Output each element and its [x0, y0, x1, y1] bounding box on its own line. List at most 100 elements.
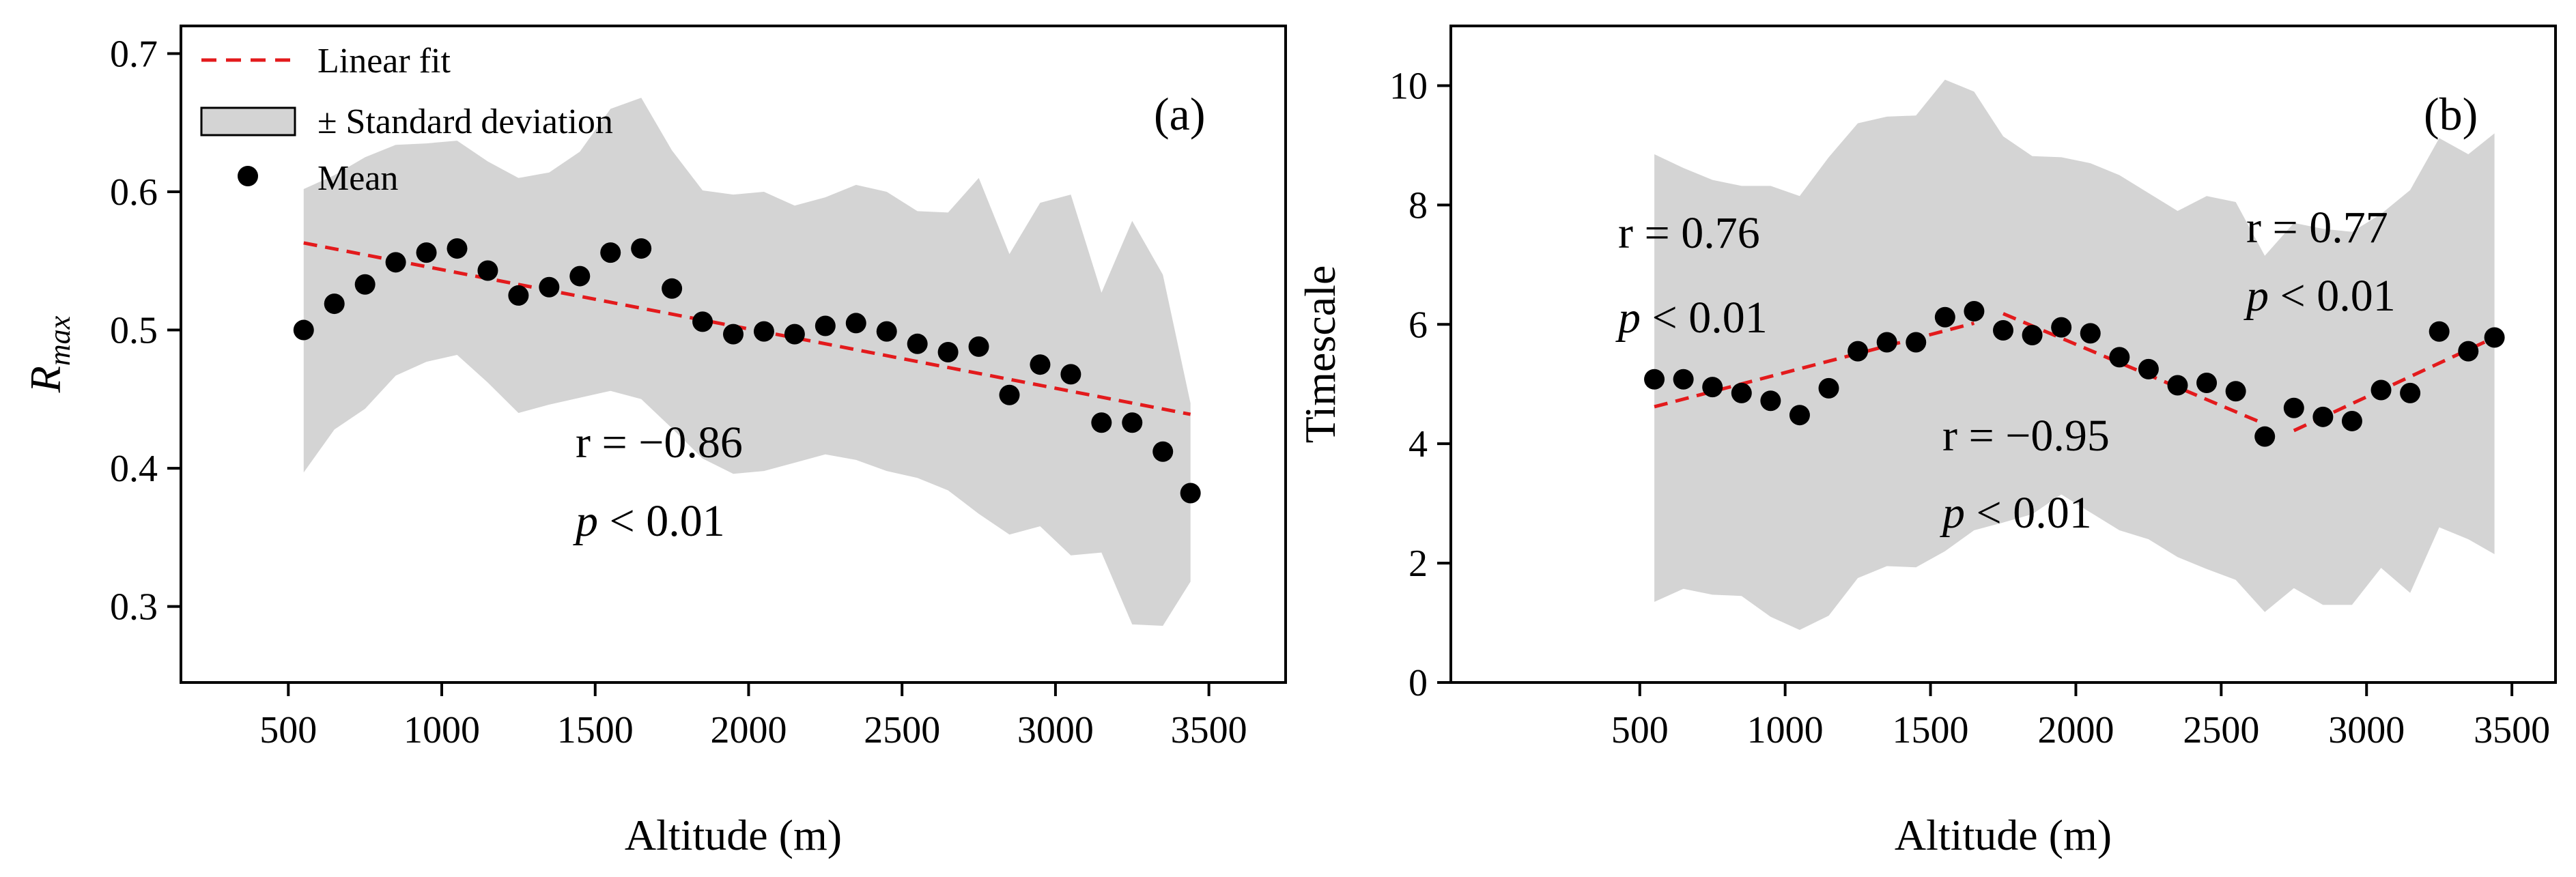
- a-mean-point: [1122, 412, 1143, 433]
- a-p-value: p < 0.01: [573, 496, 725, 546]
- a-x-tick-label: 3000: [1017, 709, 1094, 751]
- a-panel-label: (a): [1154, 88, 1205, 140]
- a-mean-point: [1152, 441, 1174, 462]
- a-y-axis-title-main: R: [21, 366, 70, 393]
- b-mean-point: [2138, 358, 2159, 379]
- b-p-symbol-1: p: [1615, 293, 1641, 343]
- b-r-value-2: r = −0.95: [1942, 411, 2110, 461]
- b-mean-point: [2312, 406, 2334, 427]
- b-mean-points: [1644, 301, 2505, 447]
- b-mean-point: [2341, 410, 2362, 431]
- a-mean-point: [354, 274, 376, 295]
- b-p-rest-1: < 0.01: [1641, 293, 1768, 343]
- b-p-rest-2: < 0.01: [1965, 488, 2092, 538]
- a-x-tick-label: 2500: [864, 709, 940, 751]
- a-mean-point: [784, 324, 805, 345]
- a-y-tick-label: 0.4: [110, 448, 158, 490]
- b-y-tick-label: 2: [1409, 543, 1428, 585]
- b-mean-point: [1906, 332, 1927, 353]
- a-y-axis-title-sub: max: [43, 315, 76, 366]
- b-mean-point: [2167, 375, 2188, 396]
- b-x-tick-label: 3000: [2328, 709, 2405, 751]
- b-y-axis-title: Timescale: [1296, 265, 1344, 444]
- b-mean-point: [2196, 372, 2218, 393]
- b-mean-point: [2254, 426, 2276, 447]
- a-mean-point: [293, 319, 314, 341]
- b-mean-point: [2484, 327, 2505, 348]
- a-y-tick-label: 0.7: [110, 33, 158, 76]
- a-mean-point: [876, 321, 897, 342]
- a-x-tick-label: 3500: [1171, 709, 1247, 751]
- a-mean-point: [753, 321, 774, 342]
- b-mean-point: [2370, 379, 2392, 401]
- b-mean-point: [2080, 323, 2101, 344]
- b-x-tick-label: 500: [1611, 709, 1669, 751]
- a-mean-point: [815, 315, 836, 336]
- a-x-axis-title: Altitude (m): [625, 811, 842, 859]
- a-x-tick-label: 1000: [404, 709, 480, 751]
- a-mean-point: [631, 238, 652, 259]
- legend-mean-swatch: [238, 166, 258, 186]
- a-x-tick-label: 2000: [710, 709, 787, 751]
- a-y-tick-label: 0.5: [110, 310, 158, 352]
- a-x-tick-label: 1500: [557, 709, 634, 751]
- b-mean-point: [1876, 332, 1897, 353]
- b-panel-label: (b): [2424, 88, 2478, 140]
- a-p-rest: < 0.01: [598, 496, 725, 546]
- a-fit-layer: [303, 241, 1191, 416]
- b-p-value-1: p < 0.01: [1615, 293, 1768, 343]
- b-mean-point: [2109, 347, 2130, 368]
- a-mean-point: [416, 242, 437, 263]
- b-r-value-3: r = 0.77: [2246, 203, 2388, 253]
- a-mean-point: [937, 341, 959, 362]
- a-mean-point: [1091, 412, 1112, 433]
- b-p-symbol-3: p: [2244, 271, 2269, 321]
- a-mean-point: [968, 336, 989, 357]
- b-sd-band-layer: [1654, 79, 2495, 630]
- b-mean-point: [1848, 341, 1869, 362]
- b-y-tick-label: 8: [1409, 184, 1428, 227]
- a-legend: Linear fit ± Standard deviation Mean: [200, 42, 613, 198]
- legend-sd-label: ± Standard deviation: [317, 102, 613, 141]
- a-mean-point: [723, 324, 744, 345]
- b-mean-point: [1934, 306, 1955, 328]
- a-mean-point: [477, 260, 498, 281]
- b-y-tick-label: 0: [1409, 662, 1428, 704]
- legend-sd-swatch: [200, 106, 296, 136]
- b-x-tick-label: 2500: [2183, 709, 2259, 751]
- a-mean-point: [1060, 364, 1081, 385]
- b-plot-frame: [1449, 25, 2557, 684]
- b-y-tick-label: 10: [1389, 65, 1428, 107]
- b-y-tick-label: 6: [1409, 304, 1428, 346]
- b-x-tick-label: 1500: [1893, 709, 1969, 751]
- legend-mean-label: Mean: [317, 159, 398, 198]
- a-r-value: r = −0.86: [576, 418, 743, 468]
- a-mean-point: [324, 293, 345, 315]
- a-mean-point: [539, 276, 560, 298]
- a-sd-band: [303, 98, 1191, 627]
- b-x-tick-label: 3500: [2474, 709, 2550, 751]
- b-x-tick-label: 1000: [1747, 709, 1824, 751]
- b-mean-point: [1964, 301, 1985, 322]
- b-mean-point: [2458, 341, 2479, 362]
- a-mean-point: [1180, 483, 1201, 504]
- b-mean-point: [1731, 382, 1752, 403]
- a-mean-point: [508, 285, 529, 306]
- a-linear-fit-line-1: [303, 241, 1191, 416]
- a-mean-point: [385, 252, 406, 273]
- a-mean-point: [600, 242, 621, 263]
- a-mean-point: [569, 265, 591, 287]
- b-mean-point: [1993, 320, 2013, 341]
- b-mean-point: [1673, 369, 1694, 390]
- a-plot-frame: [180, 25, 1287, 684]
- a-sd-band-layer: [303, 98, 1191, 627]
- a-mean-point: [447, 238, 468, 259]
- b-r-value-1: r = 0.76: [1618, 208, 1760, 258]
- panel-a: 500 1000 1500 2000 2500 3000 3500 0.3 0.4 0.5 0.6…: [21, 25, 1287, 859]
- b-p-value-2: p < 0.01: [1940, 488, 2092, 538]
- b-mean-point: [1818, 377, 1839, 399]
- b-p-symbol-2: p: [1940, 488, 1965, 538]
- b-mean-point: [1789, 405, 1810, 426]
- b-sd-band: [1654, 79, 2495, 630]
